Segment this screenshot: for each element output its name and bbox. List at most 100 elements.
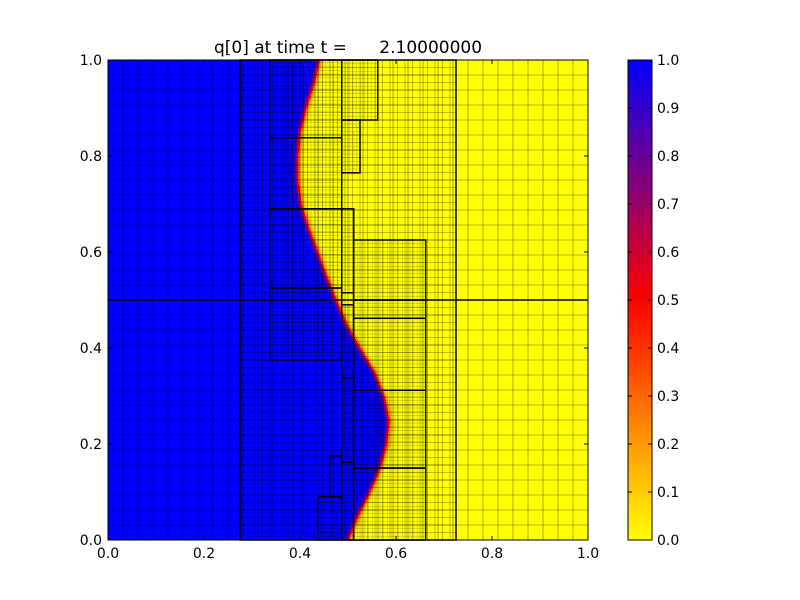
- field-cell: [371, 371, 374, 374]
- field-cell: [302, 83, 306, 86]
- field-cell: [309, 186, 312, 190]
- field-cell: [370, 369, 373, 372]
- field-cell: [364, 369, 368, 372]
- field-cell: [311, 236, 314, 240]
- field-cell: [307, 113, 310, 117]
- field-cell: [293, 217, 296, 220]
- field-cell: [354, 307, 588, 311]
- field-cell: [308, 115, 311, 119]
- field-cell: [348, 351, 351, 355]
- field-cell: [320, 225, 323, 228]
- field-cell: [385, 482, 389, 485]
- field-cell: [309, 190, 313, 193]
- field-cell: [379, 428, 382, 432]
- field-cell: [307, 65, 310, 69]
- field-cell: [306, 61, 309, 65]
- field-cell: [380, 476, 383, 480]
- field-cell: [318, 67, 321, 71]
- field-cell: [377, 484, 380, 487]
- field-cell: [382, 409, 385, 412]
- field-cell: [300, 150, 304, 153]
- field-cell: [288, 156, 292, 159]
- field-cell: [388, 436, 391, 439]
- field-cell: [369, 470, 372, 474]
- field-cell: [367, 497, 370, 501]
- field-cell: [350, 334, 353, 337]
- field-cell: [304, 175, 307, 178]
- field-cell: [108, 384, 366, 387]
- field-cell: [315, 209, 319, 213]
- field-cell: [399, 409, 402, 412]
- field-cell: [380, 461, 383, 464]
- field-cell: [357, 315, 588, 318]
- field-cell: [299, 234, 302, 238]
- field-cell: [370, 447, 374, 451]
- field-cell: [385, 369, 389, 372]
- field-cell: [355, 359, 358, 362]
- field-cell: [345, 528, 348, 531]
- field-cell: [319, 232, 322, 236]
- field-cell: [305, 63, 308, 67]
- field-cell: [311, 86, 314, 90]
- field-cell: [375, 351, 378, 355]
- field-cell: [327, 75, 331, 78]
- field-cell: [365, 516, 368, 520]
- field-cell: [348, 536, 351, 539]
- field-cell: [336, 311, 340, 314]
- field-cell: [350, 515, 354, 518]
- field-cell: [336, 275, 340, 278]
- field-cell: [363, 367, 366, 370]
- field-cell: [284, 190, 288, 193]
- field-cell: [342, 315, 345, 318]
- field-cell: [369, 384, 372, 387]
- field-cell: [308, 102, 311, 105]
- field-cell: [317, 269, 321, 272]
- field-cell: [291, 146, 295, 149]
- field-cell: [362, 515, 365, 518]
- field-cell: [108, 134, 286, 138]
- field-cell: [386, 447, 389, 451]
- field-cell: [292, 102, 296, 105]
- field-cell: [365, 497, 368, 501]
- field-cell: [349, 309, 352, 313]
- field-cell: [312, 108, 315, 111]
- field-cell: [290, 157, 294, 161]
- field-cell: [298, 127, 301, 130]
- field-cell: [309, 92, 312, 96]
- field-cell: [316, 228, 319, 232]
- field-cell: [367, 344, 370, 347]
- field-cell: [108, 242, 301, 245]
- field-cell: [378, 476, 381, 480]
- field-cell: [307, 111, 310, 115]
- field-cell: [285, 182, 289, 186]
- field-cell: [312, 60, 315, 63]
- field-cell: [316, 250, 319, 253]
- field-cell: [108, 315, 330, 318]
- field-cell: [362, 511, 365, 514]
- field-cell: [302, 182, 306, 186]
- field-cell: [295, 211, 298, 215]
- field-cell: [300, 115, 304, 119]
- field-cell: [299, 142, 303, 145]
- field-cell: [393, 424, 396, 428]
- field-cell: [365, 501, 368, 505]
- field-cell: [379, 386, 383, 389]
- field-cell: [297, 205, 300, 209]
- field-cell: [360, 499, 363, 503]
- field-cell: [360, 507, 363, 510]
- field-cell: [324, 305, 327, 309]
- field-cell: [381, 482, 385, 485]
- field-cell: [108, 369, 360, 372]
- field-cell: [299, 106, 302, 109]
- field-cell: [343, 534, 346, 537]
- field-cell: [309, 230, 312, 234]
- field-cell: [371, 445, 374, 449]
- field-cell: [328, 267, 331, 270]
- field-cell: [310, 223, 313, 226]
- field-cell: [290, 204, 294, 207]
- field-cell: [292, 192, 296, 195]
- field-cell: [349, 532, 353, 535]
- field-cell: [365, 476, 368, 480]
- field-cell: [348, 346, 352, 349]
- field-cell: [364, 507, 367, 510]
